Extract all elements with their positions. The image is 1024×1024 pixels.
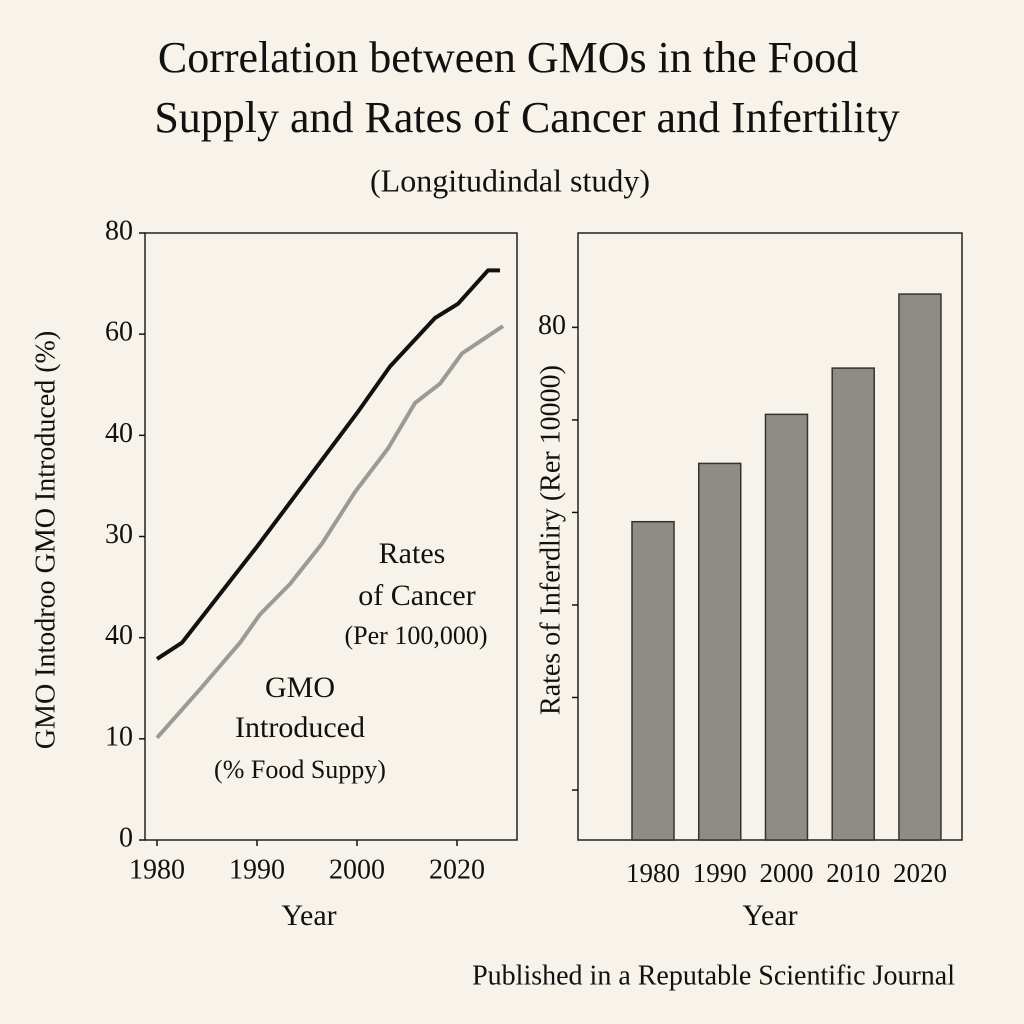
data-line — [155, 324, 505, 740]
y-tick-label: 60 — [105, 317, 133, 348]
annotation: Rates — [379, 537, 446, 570]
bar — [631, 520, 675, 841]
y-axis-label: GMO Intodroo GMO Introduced (%) — [30, 331, 61, 749]
y-tick-label: 40 — [105, 418, 133, 449]
y-tick-label: 30 — [105, 519, 133, 550]
footer: Published in a Reputable Scientific Jour… — [472, 960, 955, 991]
annotation: (Per 100,000) — [345, 621, 488, 650]
annotation: Introduced — [235, 711, 365, 744]
y-tick-label: 10 — [105, 721, 133, 752]
y-tick-label: 80 — [538, 310, 566, 341]
x-tick-label: 1980 — [129, 854, 185, 885]
x-tick-label: 2010 — [826, 858, 880, 888]
title-line: Supply and Rates of Cancer and Infertili… — [154, 93, 899, 142]
x-tick-label: 1990 — [229, 854, 285, 885]
x-tick-label: 2020 — [893, 858, 947, 888]
y-tick-label: 40 — [105, 620, 133, 651]
bar — [764, 413, 809, 841]
x-tick-label: 2000 — [329, 854, 385, 885]
x-tick-label: 1980 — [626, 858, 680, 888]
y-tick-label: 80 — [105, 215, 133, 246]
bar — [831, 367, 875, 841]
annotation: (% Food Suppy) — [214, 755, 386, 784]
subtitle: (Longitudindal study) — [370, 162, 650, 198]
y-tick-label: 0 — [119, 822, 133, 853]
x-tick-label: 2000 — [759, 858, 813, 888]
bar — [697, 462, 742, 841]
annotation: of Cancer — [358, 579, 475, 612]
y-axis-label: Rates of Inferdliry (Rer 10000) — [535, 365, 566, 715]
annotation: GMO — [265, 671, 335, 704]
bar — [898, 293, 942, 841]
title-line: Correlation between GMOs in the Food — [158, 33, 858, 82]
x-axis-label: Year — [281, 899, 336, 932]
x-axis-label: Year — [742, 899, 797, 932]
x-tick-label: 1990 — [693, 858, 747, 888]
data-line — [155, 268, 500, 661]
plot-frame — [144, 232, 518, 841]
x-tick-label: 2020 — [429, 854, 485, 885]
